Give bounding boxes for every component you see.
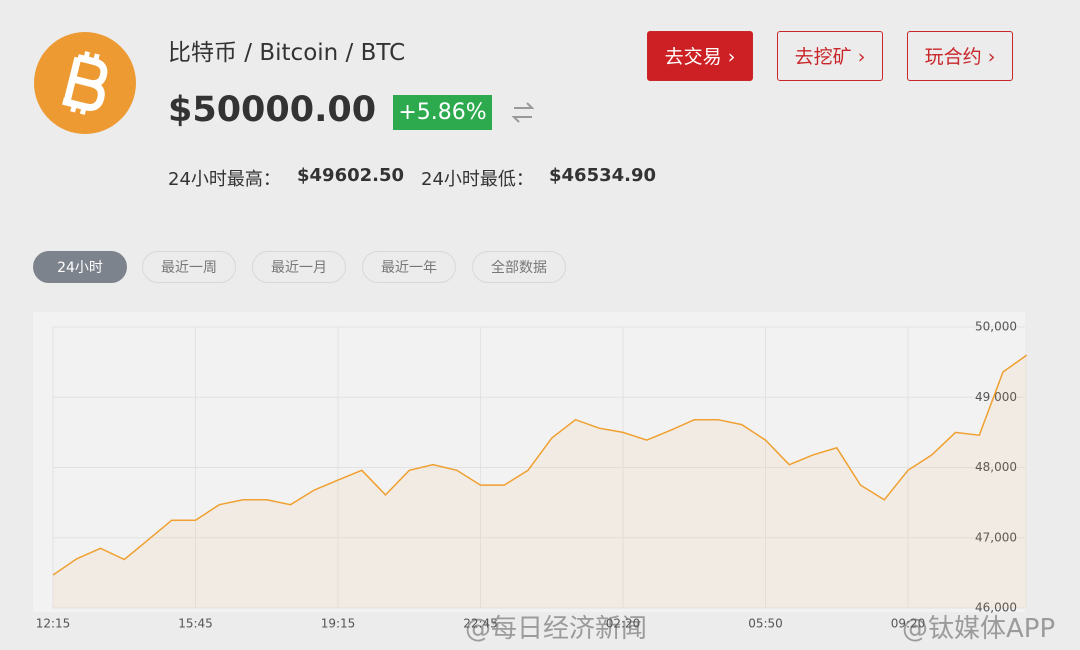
change-badge: +5.86% [393, 95, 492, 130]
tab[interactable]: 全部数据 [472, 251, 566, 283]
x-tick-label: 22:45 [463, 617, 498, 631]
low-label: 24小时最低： [421, 169, 534, 190]
bitcoin-glyph [62, 51, 108, 115]
x-tick-label: 12:15 [36, 617, 71, 631]
x-tick-label: 02:20 [606, 617, 641, 631]
tab[interactable]: 24小时 [33, 251, 127, 283]
x-tick-label: 05:50 [748, 617, 783, 631]
tab[interactable]: 最近一月 [252, 251, 346, 283]
high-label: 24小时最高： [168, 169, 281, 190]
swap-icon [511, 102, 535, 123]
watermark: @每日经济新闻 [465, 614, 648, 644]
chart-panel [33, 312, 1025, 612]
low-value: $46534.90 [549, 165, 657, 186]
tab[interactable]: 最近一年 [362, 251, 456, 283]
coin-title: 比特币 / Bitcoin / BTC [168, 40, 406, 66]
y-tick-label: 47,000 [975, 530, 1017, 544]
tab[interactable]: 最近一周 [142, 251, 236, 283]
mine-button[interactable]: 去挖矿 › [777, 31, 883, 81]
area [53, 355, 1027, 608]
y-tick-label: 50,000 [975, 320, 1017, 334]
trade-button[interactable]: 去交易 › [647, 31, 753, 81]
high-value: $49602.50 [297, 165, 405, 186]
price: $50000.00 [168, 90, 377, 130]
contract-button[interactable]: 玩合约 › [907, 31, 1013, 81]
y-tick-label: 49,000 [975, 390, 1017, 404]
x-tick-label: 15:45 [178, 617, 213, 631]
y-tick-label: 48,000 [975, 460, 1017, 474]
x-tick-label: 19:15 [321, 617, 356, 631]
x-tick-label: 09:20 [891, 617, 926, 631]
watermark: @钛媒体APP [902, 614, 1056, 644]
line [52, 354, 1028, 576]
y-tick-label: 46,000 [975, 601, 1017, 615]
